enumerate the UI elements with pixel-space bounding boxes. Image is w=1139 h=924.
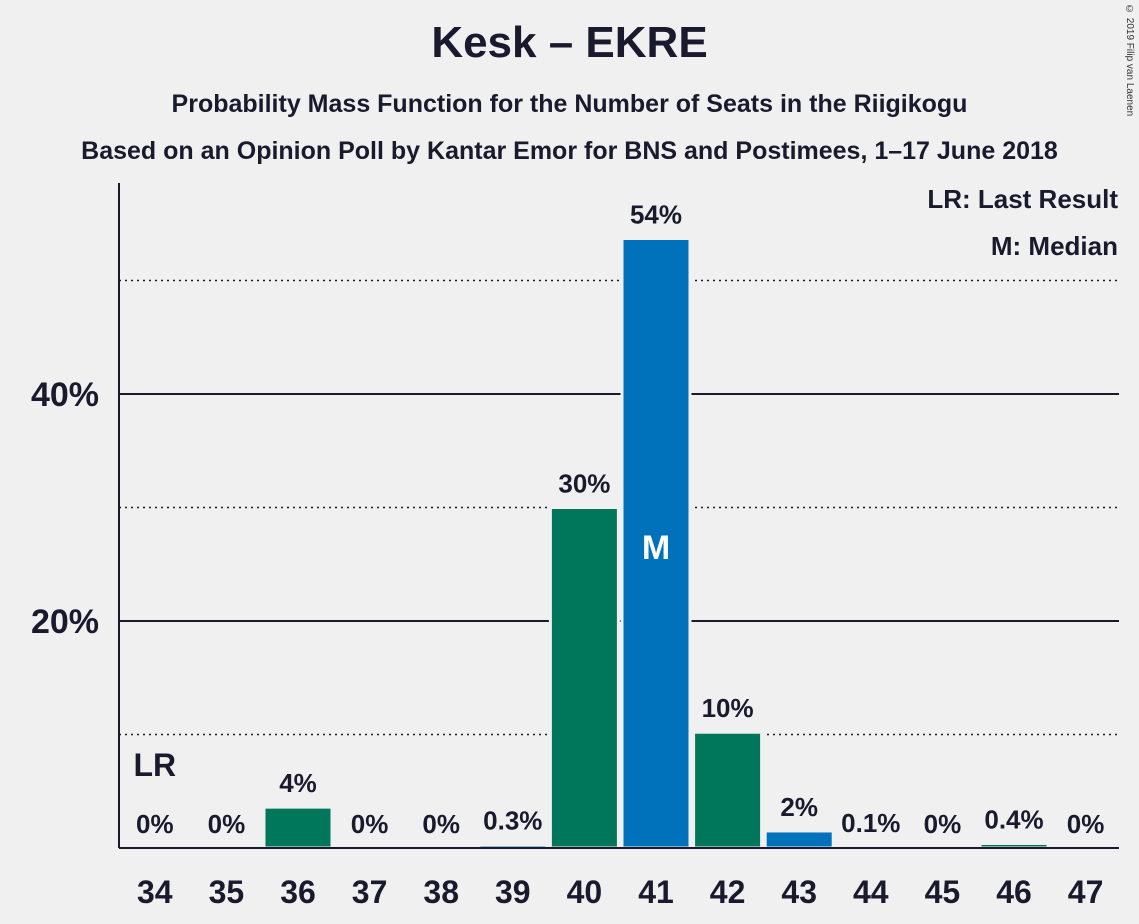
x-tick-label: 36 <box>280 874 316 910</box>
chart-subtitle: Probability Mass Function for the Number… <box>171 90 968 118</box>
x-tick-label: 37 <box>352 874 388 910</box>
x-tick-label: 35 <box>209 874 245 910</box>
data-label: 0% <box>136 809 174 839</box>
data-label: 54% <box>630 200 682 230</box>
x-tick-label: 44 <box>853 874 889 910</box>
x-tick-label: 42 <box>710 874 746 910</box>
x-tick-label: 43 <box>781 874 817 910</box>
bar-36 <box>262 805 334 850</box>
data-label: 0% <box>1067 809 1105 839</box>
y-tick-label: 20% <box>31 603 99 641</box>
bar-40 <box>548 506 620 850</box>
data-label: 4% <box>279 768 317 798</box>
data-label: 0% <box>422 809 460 839</box>
copyright-notice: © 2019 Filip van Laenen <box>1124 4 1135 117</box>
x-tick-label: 47 <box>1068 874 1104 910</box>
data-label: 0.1% <box>841 808 900 838</box>
x-tick-label: 40 <box>567 874 603 910</box>
x-tick-label: 46 <box>996 874 1032 910</box>
chart-subtitle-source: Based on an Opinion Poll by Kantar Emor … <box>81 137 1058 165</box>
bar-42 <box>692 730 764 850</box>
data-label: 0% <box>208 809 246 839</box>
x-tick-label: 39 <box>495 874 531 910</box>
data-label: 0.4% <box>984 804 1043 834</box>
x-tick-label: 41 <box>638 874 674 910</box>
data-label: 2% <box>780 792 818 822</box>
legend-median: M: Median <box>990 231 1118 261</box>
legend-last-result: LR: Last Result <box>927 184 1118 214</box>
data-label: 0.3% <box>483 806 542 836</box>
data-label: 30% <box>558 469 610 499</box>
bar-41 <box>620 237 692 850</box>
x-tick-label: 38 <box>423 874 459 910</box>
x-tick-label: 34 <box>137 874 173 910</box>
y-tick-label: 40% <box>31 376 99 414</box>
last-result-marker: LR <box>133 747 176 783</box>
x-tick-label: 45 <box>925 874 961 910</box>
bar-43 <box>763 829 835 850</box>
data-label: 10% <box>702 693 754 723</box>
data-label: 0% <box>924 809 962 839</box>
data-label: 0% <box>351 809 389 839</box>
chart-title: Kesk – EKRE <box>431 18 708 67</box>
median-marker: M <box>642 529 670 567</box>
